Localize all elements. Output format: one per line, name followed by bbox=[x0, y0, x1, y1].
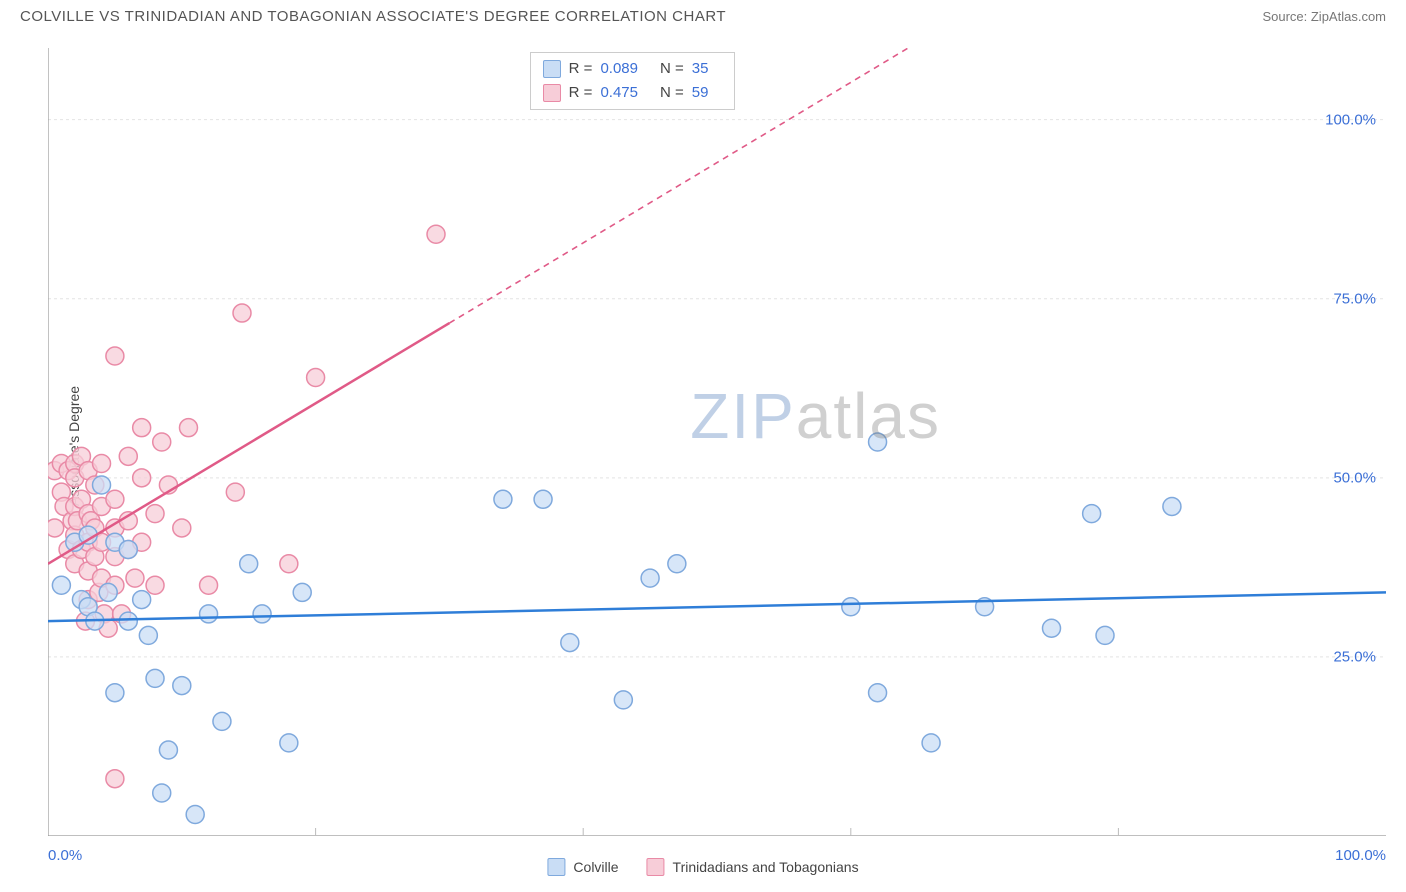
y-tick-label: 50.0% bbox=[1333, 469, 1376, 486]
legend-item: Colville bbox=[547, 858, 618, 876]
legend-label: Colville bbox=[573, 859, 618, 875]
legend-swatch bbox=[543, 60, 561, 78]
stat-n-label: N = bbox=[660, 57, 684, 81]
legend-swatch bbox=[543, 84, 561, 102]
y-tick-label: 75.0% bbox=[1333, 290, 1376, 307]
y-tick-label: 100.0% bbox=[1325, 111, 1376, 128]
legend-item: Trinidadians and Tobagonians bbox=[647, 858, 859, 876]
stat-r-label: R = bbox=[569, 57, 593, 81]
chart-header: COLVILLE VS TRINIDADIAN AND TOBAGONIAN A… bbox=[0, 0, 1406, 29]
y-tick-label: 25.0% bbox=[1333, 648, 1376, 665]
stat-r-label: R = bbox=[569, 81, 593, 105]
stat-r-value: 0.089 bbox=[600, 57, 638, 81]
stat-n-value: 35 bbox=[692, 57, 709, 81]
stats-row: R = 0.475 N = 59 bbox=[543, 81, 723, 105]
x-tick-label: 0.0% bbox=[48, 847, 82, 864]
legend-label: Trinidadians and Tobagonians bbox=[673, 859, 859, 875]
bottom-legend: Colville Trinidadians and Tobagonians bbox=[547, 858, 858, 876]
chart-area: ZIPatlas25.0%50.0%75.0%100.0%0.0%100.0% … bbox=[48, 48, 1386, 836]
stats-row: R = 0.089 N = 35 bbox=[543, 57, 723, 81]
scatter-plot-svg bbox=[48, 48, 1386, 836]
stat-r-value: 0.475 bbox=[600, 81, 638, 105]
chart-title: COLVILLE VS TRINIDADIAN AND TOBAGONIAN A… bbox=[20, 8, 726, 25]
stats-box: R = 0.089 N = 35 R = 0.475 N = 59 bbox=[530, 52, 736, 110]
stat-n-label: N = bbox=[660, 81, 684, 105]
legend-swatch bbox=[647, 858, 665, 876]
x-tick-label: 100.0% bbox=[1335, 847, 1386, 864]
stat-n-value: 59 bbox=[692, 81, 709, 105]
chart-source: Source: ZipAtlas.com bbox=[1262, 9, 1386, 24]
legend-swatch bbox=[547, 858, 565, 876]
